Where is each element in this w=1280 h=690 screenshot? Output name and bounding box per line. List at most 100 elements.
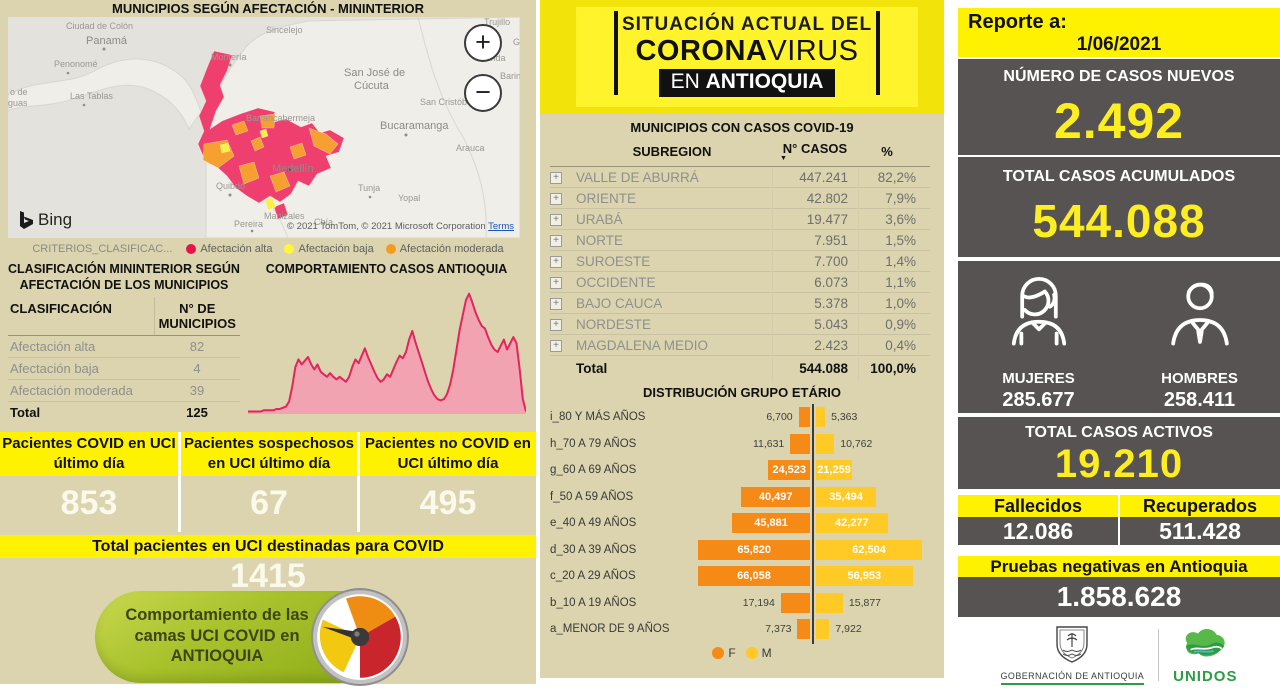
gauge-icon: [311, 588, 409, 686]
expand-icon[interactable]: +: [550, 192, 562, 205]
pyramid-legend-item[interactable]: M: [745, 646, 772, 660]
classification-row[interactable]: Afectación baja 4: [8, 357, 240, 381]
pyramid-bar-f[interactable]: [797, 619, 810, 639]
expand-icon[interactable]: +: [550, 318, 562, 331]
pyramid-value-f: 6,700: [766, 411, 793, 423]
expand-icon[interactable]: +: [550, 276, 562, 289]
bing-icon: [20, 211, 33, 229]
municipios-row[interactable]: + NORDESTE 5.043 0,9%: [550, 314, 930, 335]
new-cases-card: NÚMERO DE CASOS NUEVOS 2.492: [958, 59, 1280, 155]
classification-col1-header[interactable]: CLASIFICACIÓN: [8, 297, 154, 337]
kpi-sospechosos-uci-value: 67: [250, 483, 288, 522]
map-legend: CRITERIOS_CLASIFICAC... Afectación alta A…: [0, 243, 536, 255]
recuperados-label: Recuperados: [1120, 495, 1280, 517]
municipios-row[interactable]: + NORTE 7.951 1,5%: [550, 230, 930, 251]
kpi-divider: [357, 432, 360, 532]
classification-title: CLASIFICACIÓN MININTERIOR SEGÚN AFECTACI…: [8, 262, 240, 292]
uci-beds-behavior-button[interactable]: Comportamiento de las camas UCI COVID en…: [95, 588, 409, 686]
legend-color-dot: [745, 647, 758, 659]
pyramid-bar-m[interactable]: 62,504: [816, 539, 922, 560]
pyramid-value-m: 5,363: [831, 411, 858, 423]
col-pct-header[interactable]: %: [881, 144, 893, 159]
pyramid-value-m: 15,877: [848, 596, 882, 609]
new-cases-value: 2.492: [1053, 93, 1185, 149]
municipality-choropleth: [197, 50, 345, 220]
pyramid-category-label: a_MENOR DE 9 AÑOS: [550, 623, 670, 635]
pyramid-bar-f[interactable]: [780, 592, 810, 613]
municipios-row[interactable]: + ORIENTE 42.802 7,9%: [550, 188, 930, 209]
hombres-value: 258.411: [1163, 389, 1236, 411]
recuperados-value: 511.428: [1120, 517, 1280, 545]
map-zoom-in-button[interactable]: +: [464, 24, 502, 62]
map-terms-link[interactable]: Terms: [488, 221, 514, 232]
pyramid-bar-f[interactable]: 40,497: [741, 486, 810, 507]
pyramid-category-label: h_70 A 79 AÑOS: [550, 437, 637, 450]
active-cases-label: TOTAL CASOS ACTIVOS: [1025, 424, 1213, 441]
map-copyright: © 2021 TomTom, © 2021 Microsoft Corporat…: [287, 221, 514, 232]
pyramid-row: d_30 A 39 AÑOS 65,820 62,504: [550, 537, 934, 564]
report-date-card: Reporte a: 1/06/2021: [958, 8, 1280, 57]
area-chart[interactable]: [247, 284, 526, 416]
accum-cases-card: TOTAL CASOS ACUMULADOS 544.088: [958, 157, 1280, 257]
pyramid-bar-f[interactable]: 66,058: [698, 566, 810, 586]
map-city-dots: [66, 47, 408, 233]
map-zoom-out-button[interactable]: −: [464, 74, 502, 112]
pyramid-legend-item[interactable]: F: [712, 646, 736, 660]
pyramid-bar-m[interactable]: [816, 592, 843, 613]
pyramid-bar-f[interactable]: 24,523: [768, 460, 810, 480]
municipios-row[interactable]: + OCCIDENTE 6.073 1,1%: [550, 272, 930, 293]
mujeres-label: MUJERES: [1002, 370, 1075, 387]
pyramid-bar-m[interactable]: 42,277: [816, 513, 888, 533]
pyramid-category-label: e_40 A 49 AÑOS: [550, 517, 637, 529]
municipios-row[interactable]: + VALLE DE ABURRÁ 447.241 82,2%: [550, 167, 930, 188]
header-accent-bar: [876, 11, 880, 95]
pyramid-bar-m[interactable]: [816, 433, 835, 454]
pyramid-category-label: f_50 A 59 AÑOS: [550, 490, 634, 503]
municipios-table: SUBREGION N° CASOS ▼ % + VALLE DE ABURRÁ 44…: [550, 137, 930, 381]
expand-icon[interactable]: +: [550, 171, 562, 184]
col-subregion-header[interactable]: SUBREGION: [632, 144, 712, 159]
expand-icon[interactable]: +: [550, 234, 562, 247]
map-title: MUNICIPIOS SEGÚN AFECTACIÓN - MININTERIO…: [112, 1, 424, 16]
legend-item[interactable]: Afectación moderada: [385, 243, 504, 255]
municipios-total-row: Total 544.088 100,0%: [550, 356, 930, 381]
classification-row[interactable]: Afectación alta 82: [8, 335, 240, 359]
municipios-row[interactable]: + MAGDALENA MEDIO 2.423 0,4%: [550, 335, 930, 356]
col-casos-header[interactable]: N° CASOS ▼: [772, 142, 858, 162]
pyramid-value-m: 7,922: [835, 623, 862, 635]
pyramid-bar-f[interactable]: [790, 433, 810, 454]
area-chart-card: COMPORTAMIENTO CASOS ANTIOQUIA: [243, 262, 530, 416]
pyramid-row: f_50 A 59 AÑOS 40,497 35,494: [550, 484, 934, 511]
center-panel: SITUACIÓN ACTUAL DEL CORONAVIRUS EN ANTI…: [540, 0, 944, 678]
legend-title: CRITERIOS_CLASIFICAC...: [32, 243, 173, 255]
classification-col2-header[interactable]: N° DE MUNICIPIOS: [153, 297, 240, 337]
expand-icon[interactable]: +: [550, 213, 562, 226]
expand-icon[interactable]: +: [550, 297, 562, 310]
classification-card: CLASIFICACIÓN MININTERIOR SEGÚN AFECTACI…: [8, 262, 240, 423]
classification-row[interactable]: Afectación moderada 39: [8, 379, 240, 403]
pyramid-bar-f[interactable]: 65,820: [698, 539, 810, 560]
uci-total-value: 1415: [230, 557, 306, 595]
pyramid-bar-m[interactable]: 35,494: [816, 486, 877, 507]
municipios-row[interactable]: + BAJO CAUCA 5.378 1,0%: [550, 293, 930, 314]
pyramid-bar-m[interactable]: 56,953: [816, 566, 913, 586]
expand-icon[interactable]: +: [550, 255, 562, 268]
kpi-covid-uci-header: Pacientes COVID en UCI último día: [0, 432, 178, 476]
pyramid-category-label: g_60 A 69 AÑOS: [550, 464, 637, 476]
pyramid-bar-m[interactable]: [816, 407, 826, 427]
municipios-table-header: SUBREGION N° CASOS ▼ %: [550, 137, 930, 167]
pyramid-bar-f[interactable]: [798, 407, 810, 427]
legend-item[interactable]: Afectación alta: [186, 243, 272, 255]
municipios-row[interactable]: + SUROESTE 7.700 1,4%: [550, 251, 930, 272]
pyramid-bar-f[interactable]: 45,881: [732, 513, 810, 533]
gobernacion-crest-icon: [1056, 625, 1089, 663]
age-pyramid-chart[interactable]: i_80 Y MÁS AÑOS 6,700 5,363 h_70 A 79 AÑOS 1…: [550, 404, 934, 644]
legend-item[interactable]: Afectación baja: [284, 243, 374, 255]
pyramid-bar-m[interactable]: 21,259: [816, 460, 853, 480]
municipios-row[interactable]: + URABÁ 19.477 3,6%: [550, 209, 930, 230]
pyramid-bar-m[interactable]: [816, 619, 830, 639]
expand-icon[interactable]: +: [550, 339, 562, 352]
map-canvas[interactable]: Ciudad de Colón Panamá Penonomé Las Tablas o…: [8, 17, 520, 238]
